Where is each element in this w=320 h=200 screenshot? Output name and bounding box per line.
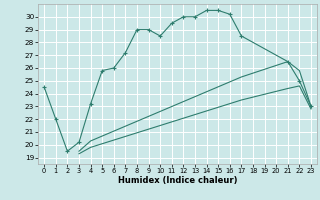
X-axis label: Humidex (Indice chaleur): Humidex (Indice chaleur) [118, 176, 237, 185]
